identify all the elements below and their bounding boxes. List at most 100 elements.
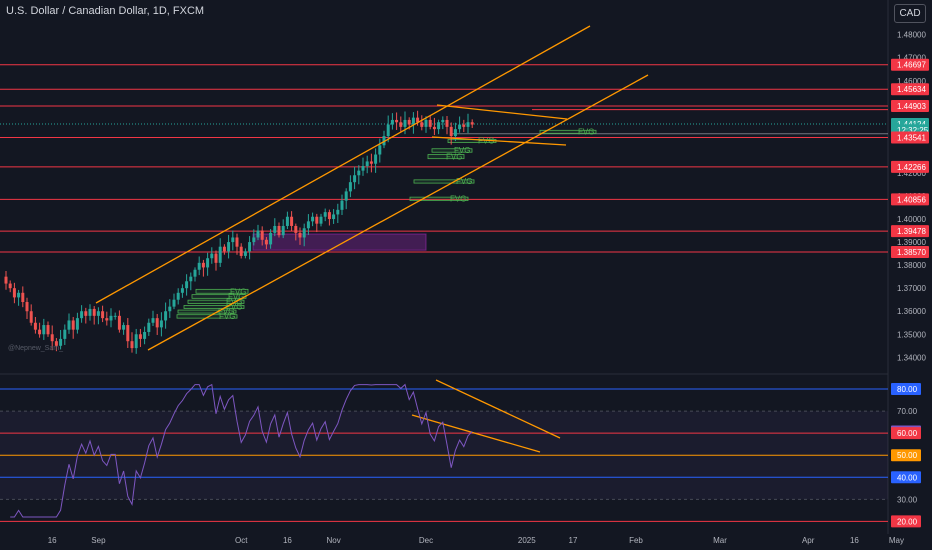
candle-body[interactable] (151, 318, 155, 323)
channel-trendline[interactable] (147, 74, 649, 351)
candle-body[interactable] (336, 209, 340, 215)
price-badge[interactable] (891, 100, 929, 113)
candle-body[interactable] (218, 246, 222, 263)
candle-body[interactable] (54, 341, 58, 346)
candle-body[interactable] (25, 302, 29, 312)
candle-body[interactable] (361, 166, 365, 171)
candle-body[interactable] (260, 230, 264, 240)
candle-body[interactable] (311, 216, 315, 222)
rsi-badge[interactable] (891, 471, 921, 484)
channel-trendline[interactable] (436, 104, 568, 120)
rsi-badge[interactable] (891, 383, 921, 396)
rsi-trendline[interactable] (411, 414, 541, 453)
candle-body[interactable] (437, 122, 441, 130)
candle-body[interactable] (109, 315, 113, 321)
candle-body[interactable] (365, 161, 369, 167)
candle-body[interactable] (117, 315, 121, 330)
candle-body[interactable] (390, 119, 394, 125)
channel-lines[interactable] (95, 25, 649, 453)
candle-body[interactable] (470, 122, 474, 125)
time-axis[interactable]: 16 Sep Oct 16 Nov Dec 2025 17 Feb Mar Apr 16 May (48, 536, 904, 545)
candle-body[interactable] (403, 119, 407, 127)
candle-body[interactable] (298, 232, 302, 238)
candle-body[interactable] (17, 292, 21, 298)
candle-body[interactable] (357, 170, 361, 176)
candle-body[interactable] (231, 237, 235, 243)
candle-body[interactable] (164, 311, 168, 321)
rsi-badge[interactable] (891, 449, 921, 462)
candle-body[interactable] (38, 329, 42, 335)
candle-body[interactable] (424, 119, 428, 127)
candle-body[interactable] (197, 262, 201, 270)
price-badge[interactable] (891, 131, 929, 144)
candle-body[interactable] (441, 119, 445, 123)
candle-body[interactable] (29, 311, 33, 323)
rsi-trendline[interactable] (435, 379, 561, 439)
candle-body[interactable] (378, 145, 382, 155)
candle-body[interactable] (96, 311, 100, 316)
candle-body[interactable] (122, 325, 126, 330)
candle-body[interactable] (12, 288, 16, 298)
candle-body[interactable] (302, 228, 306, 238)
candle-body[interactable] (210, 253, 214, 259)
candle-body[interactable] (222, 246, 226, 252)
candle-body[interactable] (80, 311, 84, 319)
candle-body[interactable] (67, 320, 71, 330)
candle-body[interactable] (256, 230, 260, 238)
candle-body[interactable] (227, 242, 231, 252)
candle-body[interactable] (21, 292, 25, 303)
candle-body[interactable] (172, 299, 176, 307)
candle-body[interactable] (159, 320, 163, 328)
candle-body[interactable] (466, 122, 470, 127)
price-badge[interactable] (891, 246, 929, 259)
candle-body[interactable] (395, 119, 399, 123)
candles[interactable] (4, 110, 474, 354)
candle-body[interactable] (369, 161, 373, 164)
candle-body[interactable] (420, 122, 424, 127)
candle-body[interactable] (193, 269, 197, 277)
candle-body[interactable] (113, 315, 117, 317)
candle-body[interactable] (290, 216, 294, 226)
candle-body[interactable] (214, 253, 218, 263)
candle-body[interactable] (445, 119, 449, 127)
candle-body[interactable] (201, 262, 205, 268)
candle-body[interactable] (462, 124, 466, 127)
candle-body[interactable] (306, 221, 310, 229)
candle-body[interactable] (428, 119, 432, 127)
candle-body[interactable] (101, 311, 105, 319)
candle-body[interactable] (264, 239, 268, 245)
price-axis[interactable]: 1.480001.470001.460001.450001.420001.410… (891, 31, 929, 528)
candle-body[interactable] (277, 225, 281, 236)
candle-body[interactable] (75, 318, 79, 330)
price-badge[interactable] (891, 193, 929, 206)
candle-body[interactable] (143, 331, 147, 339)
candle-body[interactable] (386, 124, 390, 137)
candle-body[interactable] (63, 329, 67, 339)
candle-body[interactable] (46, 325, 50, 335)
candle-body[interactable] (105, 318, 109, 321)
candle-body[interactable] (8, 283, 12, 289)
candle-body[interactable] (319, 216, 323, 224)
candle-body[interactable] (407, 119, 411, 125)
candle-body[interactable] (458, 124, 462, 130)
candle-body[interactable] (323, 212, 327, 217)
channel-trendline[interactable] (95, 25, 591, 304)
candle-body[interactable] (315, 216, 319, 224)
candle-body[interactable] (273, 225, 277, 233)
price-badge[interactable] (891, 58, 929, 71)
candle-body[interactable] (348, 182, 352, 192)
candle-body[interactable] (71, 320, 75, 330)
candle-body[interactable] (416, 117, 420, 123)
rsi-badge[interactable] (891, 515, 921, 528)
candle-body[interactable] (399, 122, 403, 127)
candle-body[interactable] (4, 276, 8, 284)
candle-body[interactable] (126, 325, 130, 342)
candle-body[interactable] (340, 200, 344, 210)
currency-button[interactable]: CAD (894, 4, 926, 23)
candle-body[interactable] (176, 292, 180, 300)
candle-body[interactable] (285, 216, 289, 226)
price-badge[interactable] (891, 225, 929, 238)
candle-body[interactable] (84, 311, 88, 316)
candle-body[interactable] (432, 126, 436, 130)
candle-body[interactable] (235, 237, 239, 247)
